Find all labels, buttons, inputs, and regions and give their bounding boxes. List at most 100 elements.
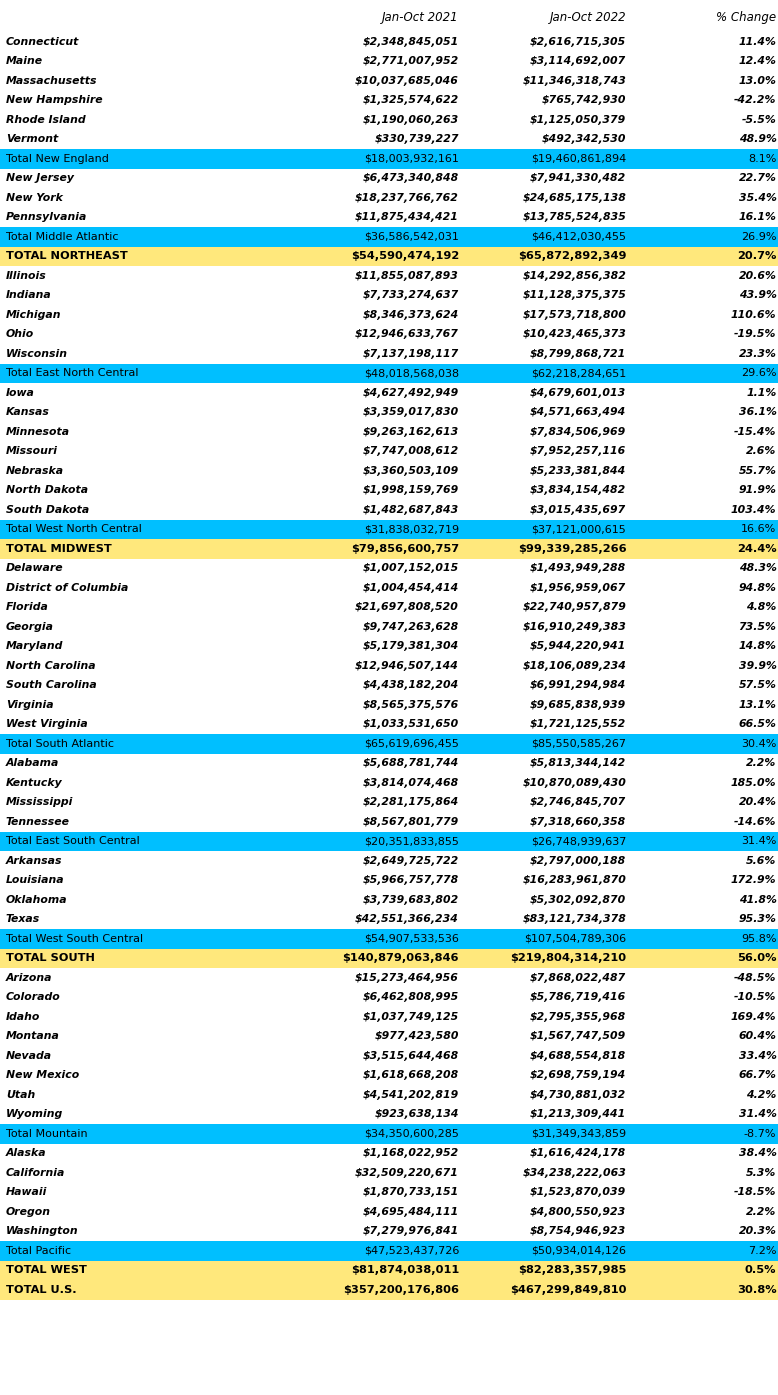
- Text: 4.8%: 4.8%: [746, 603, 776, 612]
- Bar: [0, 149, 778, 169]
- Text: Missouri: Missouri: [6, 446, 58, 456]
- Text: 2.2%: 2.2%: [746, 759, 776, 769]
- Text: 60.4%: 60.4%: [738, 1031, 776, 1041]
- Text: Tennessee: Tennessee: [6, 816, 70, 827]
- Bar: [0, 110, 778, 130]
- Text: $4,627,492,949: $4,627,492,949: [363, 388, 459, 398]
- Text: $1,037,749,125: $1,037,749,125: [363, 1011, 459, 1021]
- Text: 20.6%: 20.6%: [738, 271, 776, 280]
- Text: Indiana: Indiana: [6, 290, 51, 300]
- Bar: [0, 578, 778, 597]
- Text: $8,565,375,576: $8,565,375,576: [363, 700, 459, 710]
- Text: $923,638,134: $923,638,134: [374, 1109, 459, 1119]
- Text: $8,754,946,923: $8,754,946,923: [530, 1226, 626, 1236]
- Text: Maryland: Maryland: [6, 642, 63, 651]
- Text: 66.5%: 66.5%: [738, 720, 776, 730]
- Text: 7.2%: 7.2%: [748, 1246, 776, 1256]
- Text: $34,350,600,285: $34,350,600,285: [364, 1129, 459, 1138]
- Text: Wyoming: Wyoming: [6, 1109, 63, 1119]
- Text: Vermont: Vermont: [6, 134, 58, 144]
- Text: TOTAL NORTHEAST: TOTAL NORTHEAST: [6, 251, 128, 261]
- Text: $5,233,381,844: $5,233,381,844: [530, 466, 626, 476]
- Text: $15,273,464,956: $15,273,464,956: [355, 972, 459, 982]
- Text: $31,838,032,719: $31,838,032,719: [364, 525, 459, 534]
- Text: $20,351,833,855: $20,351,833,855: [364, 836, 459, 847]
- Text: $50,934,014,126: $50,934,014,126: [531, 1246, 626, 1256]
- Text: 8.1%: 8.1%: [748, 153, 776, 163]
- Text: 103.4%: 103.4%: [731, 505, 776, 515]
- Text: $65,619,696,455: $65,619,696,455: [364, 739, 459, 749]
- Text: Total Mountain: Total Mountain: [6, 1129, 87, 1138]
- Bar: [0, 188, 778, 208]
- Text: 5.6%: 5.6%: [746, 855, 776, 866]
- Text: Georgia: Georgia: [6, 622, 54, 632]
- Text: $32,509,220,671: $32,509,220,671: [355, 1168, 459, 1177]
- Text: New Hampshire: New Hampshire: [6, 95, 103, 105]
- Text: South Carolina: South Carolina: [6, 681, 96, 691]
- Text: Kentucky: Kentucky: [6, 778, 63, 788]
- Text: $18,106,089,234: $18,106,089,234: [522, 661, 626, 671]
- Bar: [0, 169, 778, 188]
- Text: $11,875,434,421: $11,875,434,421: [355, 212, 459, 222]
- Text: $8,346,373,624: $8,346,373,624: [363, 310, 459, 319]
- Text: $1,567,747,509: $1,567,747,509: [530, 1031, 626, 1041]
- Text: West Virginia: West Virginia: [6, 720, 88, 730]
- Text: TOTAL WEST: TOTAL WEST: [6, 1265, 87, 1275]
- Text: $36,586,542,031: $36,586,542,031: [364, 232, 459, 241]
- Text: Oregon: Oregon: [6, 1207, 51, 1216]
- Bar: [0, 1027, 778, 1046]
- Text: Pennsylvania: Pennsylvania: [6, 212, 87, 222]
- Text: $7,733,274,637: $7,733,274,637: [363, 290, 459, 300]
- Text: $12,946,507,144: $12,946,507,144: [355, 661, 459, 671]
- Bar: [0, 753, 778, 773]
- Text: $7,747,008,612: $7,747,008,612: [363, 446, 459, 456]
- Text: $3,739,683,802: $3,739,683,802: [363, 894, 459, 905]
- Text: TOTAL SOUTH: TOTAL SOUTH: [6, 953, 95, 964]
- Text: $16,283,961,870: $16,283,961,870: [522, 875, 626, 886]
- Text: 41.8%: 41.8%: [738, 894, 776, 905]
- Text: Total South Atlantic: Total South Atlantic: [6, 739, 114, 749]
- Text: 23.3%: 23.3%: [738, 349, 776, 359]
- Text: TOTAL U.S.: TOTAL U.S.: [6, 1285, 76, 1295]
- Text: 56.0%: 56.0%: [737, 953, 776, 964]
- Text: $2,746,845,707: $2,746,845,707: [530, 798, 626, 808]
- Text: North Carolina: North Carolina: [6, 661, 96, 671]
- Bar: [0, 227, 778, 247]
- Text: 185.0%: 185.0%: [731, 778, 776, 788]
- Text: Rhode Island: Rhode Island: [6, 114, 86, 124]
- Text: 30.4%: 30.4%: [741, 739, 776, 749]
- Text: $330,739,227: $330,739,227: [374, 134, 459, 144]
- Text: Total West South Central: Total West South Central: [6, 933, 143, 944]
- Text: $357,200,176,806: $357,200,176,806: [343, 1285, 459, 1295]
- Text: $765,742,930: $765,742,930: [541, 95, 626, 105]
- Text: Nebraska: Nebraska: [6, 466, 64, 476]
- Text: $5,786,719,416: $5,786,719,416: [530, 992, 626, 1002]
- Bar: [0, 870, 778, 890]
- Text: North Dakota: North Dakota: [6, 485, 88, 495]
- Text: $4,679,601,013: $4,679,601,013: [530, 388, 626, 398]
- Text: 91.9%: 91.9%: [738, 485, 776, 495]
- Bar: [0, 675, 778, 695]
- Text: $2,616,715,305: $2,616,715,305: [530, 36, 626, 47]
- Bar: [0, 636, 778, 656]
- Bar: [0, 1007, 778, 1027]
- Text: $5,688,781,744: $5,688,781,744: [363, 759, 459, 769]
- Text: 95.3%: 95.3%: [738, 914, 776, 925]
- Text: 12.4%: 12.4%: [738, 56, 776, 66]
- Bar: [0, 1144, 778, 1163]
- Bar: [0, 1261, 778, 1281]
- Text: $2,281,175,864: $2,281,175,864: [363, 798, 459, 808]
- Text: 31.4%: 31.4%: [738, 1109, 776, 1119]
- Text: 169.4%: 169.4%: [731, 1011, 776, 1021]
- Text: $9,263,162,613: $9,263,162,613: [363, 427, 459, 437]
- Bar: [0, 71, 778, 91]
- Bar: [0, 130, 778, 149]
- Text: Total East North Central: Total East North Central: [6, 368, 138, 378]
- Text: South Dakota: South Dakota: [6, 505, 89, 515]
- Text: 1.1%: 1.1%: [746, 388, 776, 398]
- Text: Hawaii: Hawaii: [6, 1187, 47, 1197]
- Bar: [0, 325, 778, 345]
- Bar: [0, 441, 778, 460]
- Bar: [0, 384, 778, 403]
- Bar: [0, 949, 778, 968]
